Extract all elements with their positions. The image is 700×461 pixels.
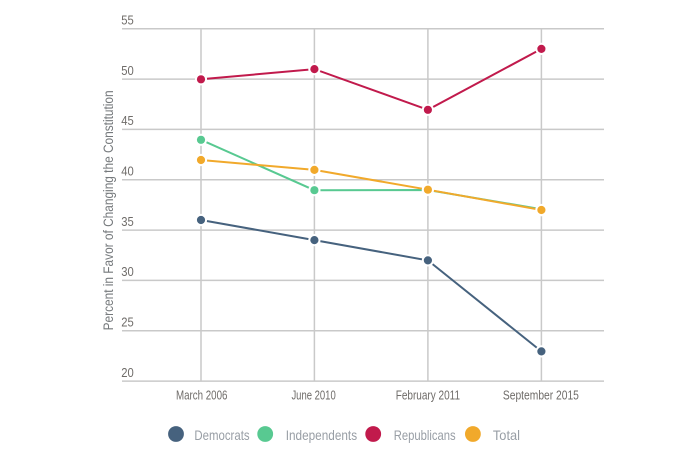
svg-text:40: 40: [121, 164, 134, 179]
svg-text:30: 30: [121, 264, 134, 279]
svg-text:35: 35: [121, 214, 134, 229]
svg-text:25: 25: [121, 315, 134, 330]
svg-text:45: 45: [121, 113, 134, 128]
svg-text:Democrats: Democrats: [194, 427, 249, 443]
svg-text:20: 20: [121, 365, 134, 380]
svg-text:50: 50: [121, 63, 134, 78]
svg-text:Total: Total: [493, 427, 520, 443]
svg-text:June 2010: June 2010: [291, 388, 335, 403]
svg-text:September 2015: September 2015: [503, 388, 579, 403]
svg-text:March 2006: March 2006: [176, 388, 227, 403]
svg-text:Independents: Independents: [286, 427, 357, 443]
svg-text:Republicans: Republicans: [394, 427, 456, 443]
svg-text:February 2011: February 2011: [396, 388, 460, 403]
svg-text:55: 55: [121, 13, 134, 28]
svg-text:Percent in Favor of Changing t: Percent in Favor of Changing the Constit…: [101, 90, 116, 330]
